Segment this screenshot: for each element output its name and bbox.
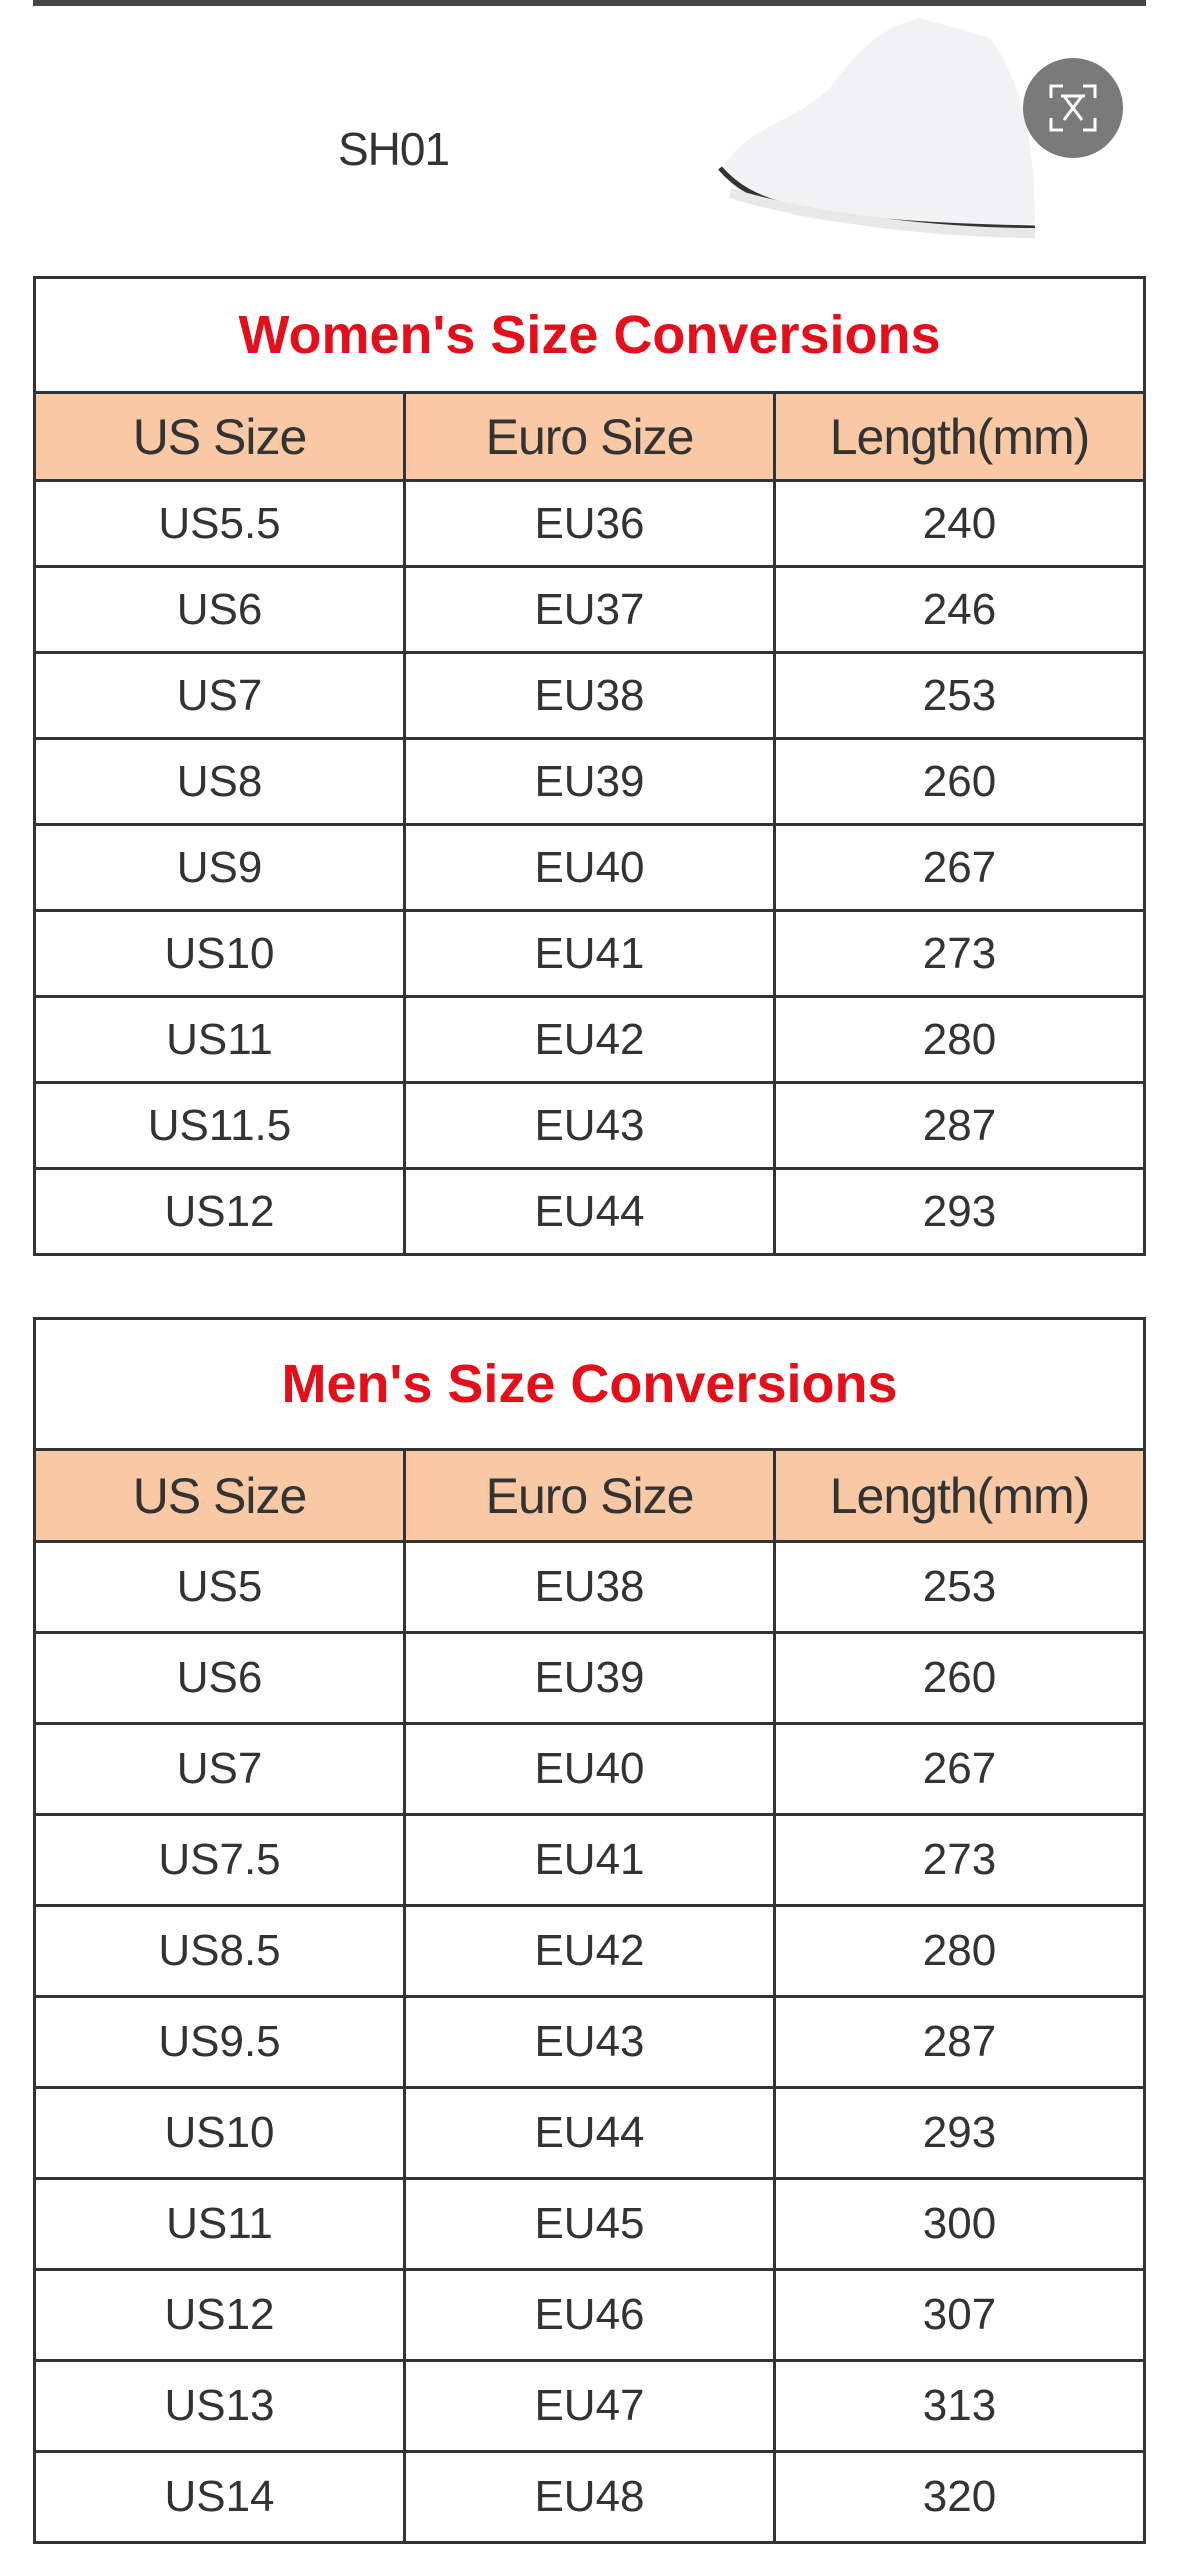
euro-size-cell: EU43 — [403, 1995, 776, 2089]
euro-size-cell: EU38 — [403, 651, 776, 740]
table-row: US7 EU38 253 — [33, 651, 1146, 740]
us-size-cell: US10 — [33, 909, 406, 998]
model-code: SH01 — [338, 123, 450, 175]
us-size-cell: US11 — [33, 995, 406, 1084]
length-cell: 260 — [773, 1631, 1146, 1725]
top-divider — [33, 0, 1146, 6]
table-row: US9 EU40 267 — [33, 823, 1146, 912]
length-cell: 273 — [773, 1813, 1146, 1907]
table-row: US9.5 EU43 287 — [33, 1995, 1146, 2089]
us-size-cell: US10 — [33, 2086, 406, 2180]
table-row: US5.5 EU36 240 — [33, 479, 1146, 568]
table-row: US10 EU44 293 — [33, 2086, 1146, 2180]
mens-size-table: Men's Size Conversions US Size Euro Size… — [33, 1317, 1146, 2544]
euro-size-cell: EU42 — [403, 1904, 776, 1998]
table-title: Men's Size Conversions — [33, 1317, 1146, 1451]
length-cell: 287 — [773, 1995, 1146, 2089]
length-cell: 253 — [773, 651, 1146, 740]
table-row: US14 EU48 320 — [33, 2450, 1146, 2544]
us-size-cell: US6 — [33, 565, 406, 654]
euro-size-cell: EU40 — [403, 1722, 776, 1816]
euro-size-cell: EU42 — [403, 995, 776, 1084]
table-row: US6 EU39 260 — [33, 1631, 1146, 1725]
us-size-cell: US8.5 — [33, 1904, 406, 1998]
table-row: US7 EU40 267 — [33, 1722, 1146, 1816]
length-cell: 246 — [773, 565, 1146, 654]
us-size-cell: US5 — [33, 1540, 406, 1634]
table-row: US11.5 EU43 287 — [33, 1081, 1146, 1170]
table-title: Women's Size Conversions — [33, 276, 1146, 394]
length-cell: 280 — [773, 1904, 1146, 1998]
length-cell: 267 — [773, 823, 1146, 912]
us-size-cell: US7.5 — [33, 1813, 406, 1907]
euro-size-cell: EU44 — [403, 1167, 776, 1256]
column-header: US Size — [33, 391, 406, 482]
euro-size-cell: EU38 — [403, 1540, 776, 1634]
length-cell: 320 — [773, 2450, 1146, 2544]
length-cell: 267 — [773, 1722, 1146, 1816]
us-size-cell: US13 — [33, 2359, 406, 2453]
euro-size-cell: EU39 — [403, 1631, 776, 1725]
length-cell: 273 — [773, 909, 1146, 998]
length-cell: 280 — [773, 995, 1146, 1084]
euro-size-cell: EU37 — [403, 565, 776, 654]
length-cell: 287 — [773, 1081, 1146, 1170]
length-cell: 260 — [773, 737, 1146, 826]
table-row: US6 EU37 246 — [33, 565, 1146, 654]
shoe-image — [718, 18, 1036, 238]
euro-size-cell: EU46 — [403, 2268, 776, 2362]
us-size-cell: US7 — [33, 651, 406, 740]
euro-size-cell: EU36 — [403, 479, 776, 568]
us-size-cell: US11.5 — [33, 1081, 406, 1170]
expand-scan-icon — [1049, 84, 1097, 132]
euro-size-cell: EU39 — [403, 737, 776, 826]
table-row: US11 EU45 300 — [33, 2177, 1146, 2271]
euro-size-cell: EU48 — [403, 2450, 776, 2544]
length-cell: 300 — [773, 2177, 1146, 2271]
us-size-cell: US6 — [33, 1631, 406, 1725]
expand-image-button[interactable] — [1023, 58, 1123, 158]
length-cell: 293 — [773, 2086, 1146, 2180]
column-header: Euro Size — [403, 391, 776, 482]
us-size-cell: US12 — [33, 1167, 406, 1256]
table-row: US5 EU38 253 — [33, 1540, 1146, 1634]
table-row: US13 EU47 313 — [33, 2359, 1146, 2453]
column-header: Length(mm) — [773, 1448, 1146, 1543]
us-size-cell: US7 — [33, 1722, 406, 1816]
us-size-cell: US11 — [33, 2177, 406, 2271]
euro-size-cell: EU41 — [403, 909, 776, 998]
table-row: US12 EU46 307 — [33, 2268, 1146, 2362]
table-row: US11 EU42 280 — [33, 995, 1146, 1084]
us-size-cell: US12 — [33, 2268, 406, 2362]
table-row: US10 EU41 273 — [33, 909, 1146, 998]
table-row: US7.5 EU41 273 — [33, 1813, 1146, 1907]
table-row: US8 EU39 260 — [33, 737, 1146, 826]
length-cell: 293 — [773, 1167, 1146, 1256]
length-cell: 313 — [773, 2359, 1146, 2453]
table-row: US12 EU44 293 — [33, 1167, 1146, 1256]
euro-size-cell: EU41 — [403, 1813, 776, 1907]
euro-size-cell: EU47 — [403, 2359, 776, 2453]
us-size-cell: US9.5 — [33, 1995, 406, 2089]
column-header: US Size — [33, 1448, 406, 1543]
length-cell: 253 — [773, 1540, 1146, 1634]
length-cell: 307 — [773, 2268, 1146, 2362]
us-size-cell: US14 — [33, 2450, 406, 2544]
us-size-cell: US5.5 — [33, 479, 406, 568]
euro-size-cell: EU44 — [403, 2086, 776, 2180]
us-size-cell: US9 — [33, 823, 406, 912]
column-header: Length(mm) — [773, 391, 1146, 482]
column-header: Euro Size — [403, 1448, 776, 1543]
table-row: US8.5 EU42 280 — [33, 1904, 1146, 1998]
euro-size-cell: EU43 — [403, 1081, 776, 1170]
womens-size-table: Women's Size Conversions US Size Euro Si… — [33, 276, 1146, 1256]
length-cell: 240 — [773, 479, 1146, 568]
euro-size-cell: EU40 — [403, 823, 776, 912]
us-size-cell: US8 — [33, 737, 406, 826]
euro-size-cell: EU45 — [403, 2177, 776, 2271]
